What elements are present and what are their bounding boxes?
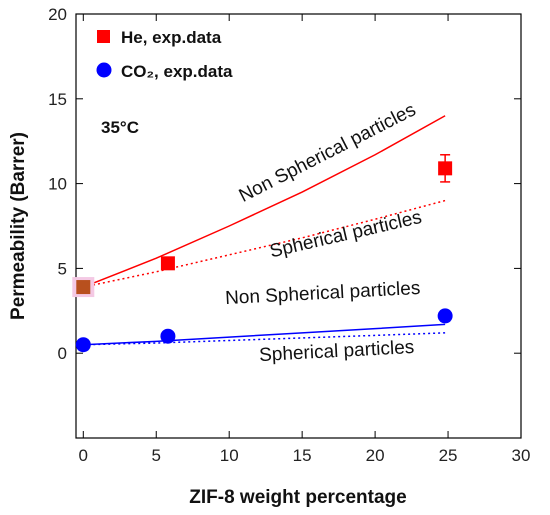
model-curve-he-solid bbox=[83, 115, 446, 288]
he-data-point bbox=[76, 280, 91, 295]
y-axis-title: Permeability (Barrer) bbox=[8, 132, 29, 320]
plot-frame bbox=[75, 13, 522, 439]
y-tick-label: 20 bbox=[48, 5, 67, 24]
co2-data-point bbox=[75, 337, 91, 353]
curve-annotation-label: Non Spherical particles bbox=[225, 278, 421, 309]
x-tick-label: 10 bbox=[220, 446, 239, 465]
co2-data-point bbox=[160, 328, 176, 344]
data-points bbox=[72, 154, 453, 353]
y-tick-label: 10 bbox=[48, 175, 67, 194]
legend-he-marker bbox=[97, 30, 110, 43]
model-curve-co-dotted bbox=[83, 332, 446, 346]
x-axis-title: ZIF-8 weight percentage bbox=[189, 487, 406, 508]
legend-co2-marker bbox=[96, 62, 112, 78]
temperature-label: 35°C bbox=[101, 118, 139, 137]
curve-annotation-label: Spherical particles bbox=[268, 207, 424, 262]
x-tick-label: 0 bbox=[79, 446, 88, 465]
legend: He, exp.data CO₂, exp.data bbox=[96, 28, 233, 81]
model-curves bbox=[83, 115, 446, 346]
y-tick-label: 0 bbox=[58, 344, 67, 363]
x-tick-label: 5 bbox=[152, 446, 161, 465]
he-data-point bbox=[438, 161, 453, 176]
axis-ticks bbox=[76, 13, 522, 438]
x-tick-label: 30 bbox=[512, 446, 531, 465]
y-tick-label: 5 bbox=[58, 259, 67, 278]
model-curve-co-solid bbox=[83, 323, 446, 346]
x-tick-label: 20 bbox=[366, 446, 385, 465]
legend-co2-label: CO₂, exp.data bbox=[121, 62, 233, 81]
legend-he-label: He, exp.data bbox=[121, 28, 222, 47]
x-tick-label: 15 bbox=[293, 446, 312, 465]
he-data-point bbox=[160, 256, 175, 271]
y-tick-labels: 0 5 10 15 20 bbox=[48, 5, 67, 363]
x-tick-labels: 0 5 10 15 20 25 30 bbox=[79, 446, 531, 465]
curve-annotation-label: Spherical particles bbox=[259, 337, 415, 366]
curve-annotation-label: Non Spherical particles bbox=[236, 99, 420, 206]
x-tick-label: 25 bbox=[439, 446, 458, 465]
model-curve-he-dotted bbox=[83, 199, 446, 288]
co2-data-point bbox=[437, 308, 453, 324]
y-tick-label: 15 bbox=[48, 90, 67, 109]
